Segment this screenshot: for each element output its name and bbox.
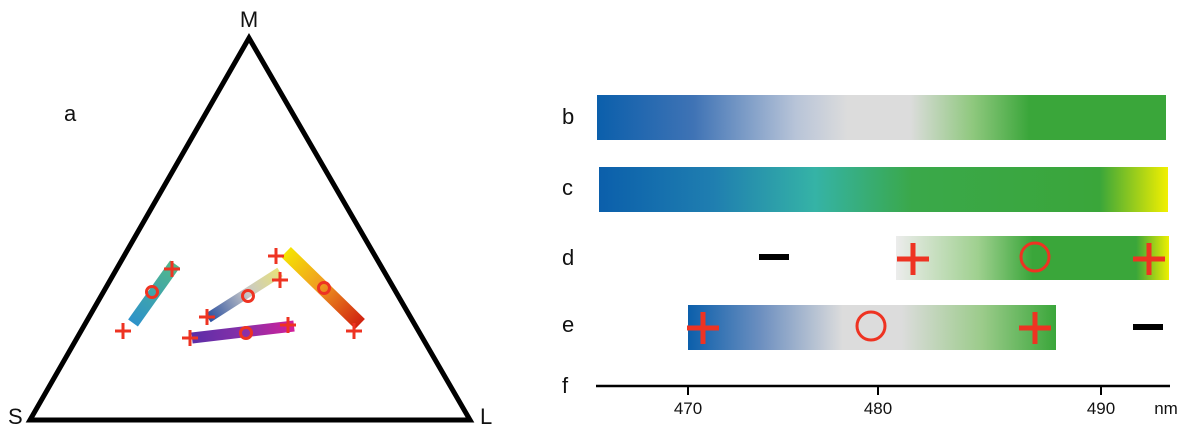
row-label-d: d <box>562 245 574 270</box>
plus-marker <box>1019 312 1051 344</box>
row-label-f: f <box>562 373 569 398</box>
triangle-panel: M S L a <box>8 7 492 424</box>
plus-marker <box>115 323 131 339</box>
gradient-bar-c <box>599 167 1168 212</box>
plus-marker <box>280 317 296 333</box>
row-label-b: b <box>562 104 574 129</box>
triangle-outline <box>25 32 475 423</box>
yellow-red-line <box>281 246 365 330</box>
vertex-label-m: M <box>240 7 258 32</box>
panel-label-a: a <box>64 101 77 126</box>
plus-marker <box>346 323 362 339</box>
cyan-line <box>128 260 180 327</box>
circle-marker <box>1019 241 1051 273</box>
gradient-bar-b <box>597 95 1166 140</box>
vertex-label-s: S <box>8 404 23 424</box>
plus-marker <box>268 248 284 264</box>
tick-label-490: 490 <box>1087 399 1115 418</box>
plus-marker <box>1133 243 1165 275</box>
circle-marker <box>317 281 331 295</box>
row-label-c: c <box>562 175 573 200</box>
row-d-markers <box>759 241 1165 275</box>
minus-marker <box>759 254 789 260</box>
row-label-e: e <box>562 312 574 337</box>
plus-marker <box>687 312 719 344</box>
triangle-markers <box>115 248 362 346</box>
plus-marker <box>164 261 180 277</box>
spectrum-panel: b c d e f 470 480 <box>562 95 1178 418</box>
plus-marker <box>182 330 198 346</box>
row-e-markers <box>687 310 1163 344</box>
circle-marker <box>145 285 159 299</box>
plus-marker <box>272 272 288 288</box>
purple-line <box>191 320 295 344</box>
circle-marker <box>239 326 253 340</box>
circle-marker <box>241 289 255 303</box>
plus-marker <box>897 243 929 275</box>
tick-label-480: 480 <box>864 399 892 418</box>
plus-marker <box>199 309 215 325</box>
tick-label-470: 470 <box>674 399 702 418</box>
axis-unit: nm <box>1154 399 1178 418</box>
minus-marker <box>1133 324 1163 330</box>
wavelength-axis: 470 480 490 nm <box>596 384 1178 418</box>
circle-marker <box>855 310 887 342</box>
vertex-label-l: L <box>480 404 492 424</box>
triangle-color-lines <box>128 246 365 344</box>
